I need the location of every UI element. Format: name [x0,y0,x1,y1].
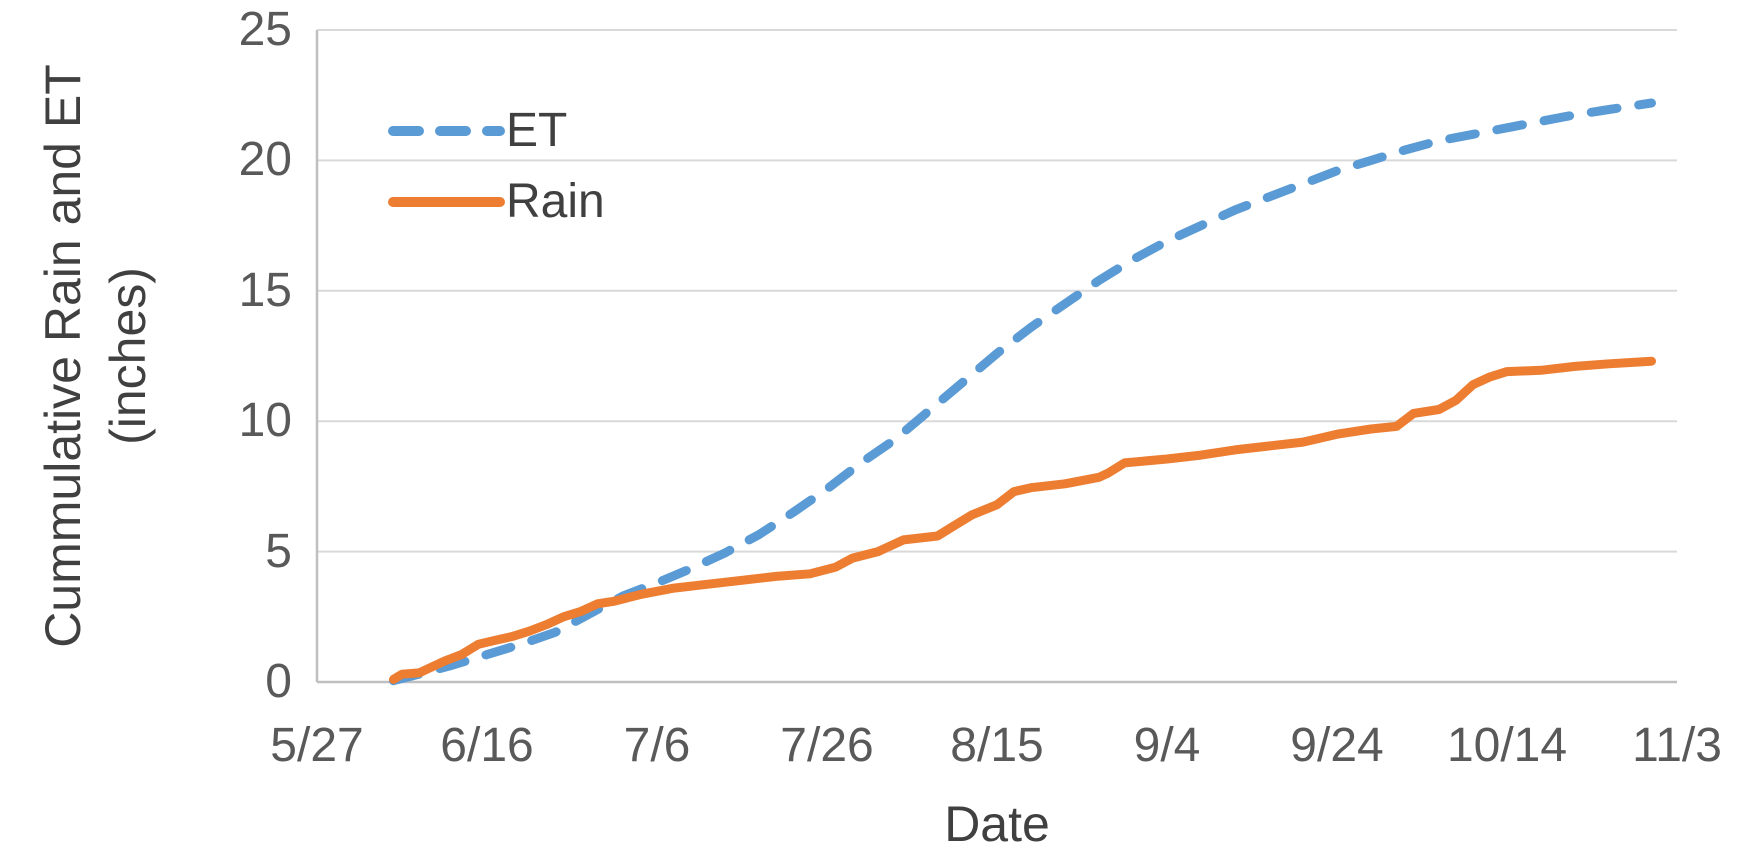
et-line [389,98,1656,686]
legend-label-rain: Rain [506,175,605,228]
x-axis-title: Date [944,796,1050,852]
x-tick-11-3: 11/3 [1632,719,1722,772]
y-tick-10: 10 [238,394,292,447]
x-tick-9-4: 9/4 [1133,719,1201,772]
x-tick-8-15: 8/15 [950,719,1044,772]
rain-line [389,356,1656,684]
legend-label-et: ET [506,104,568,157]
y-axis-title-line1: Cummulative Rain and ET [35,64,91,648]
y-tick-0: 0 [265,655,292,708]
gridlines [317,29,1677,684]
x-tick-9-24: 9/24 [1290,719,1384,772]
x-tick-7-6: 7/6 [623,719,691,772]
y-tick-5: 5 [265,525,292,578]
x-tick-6-16: 6/16 [440,719,534,772]
x-tick-7-26: 7/26 [780,719,874,772]
y-axis-title: Cummulative Rain and ET (inches) [31,6,165,706]
x-tick-5-27: 5/27 [270,719,364,772]
y-axis-title-line2: (inches) [100,267,156,445]
x-tick-10-14: 10/14 [1446,719,1568,772]
y-tick-20: 20 [238,133,292,186]
y-tick-15: 15 [238,264,292,317]
y-tick-25: 25 [238,3,292,56]
